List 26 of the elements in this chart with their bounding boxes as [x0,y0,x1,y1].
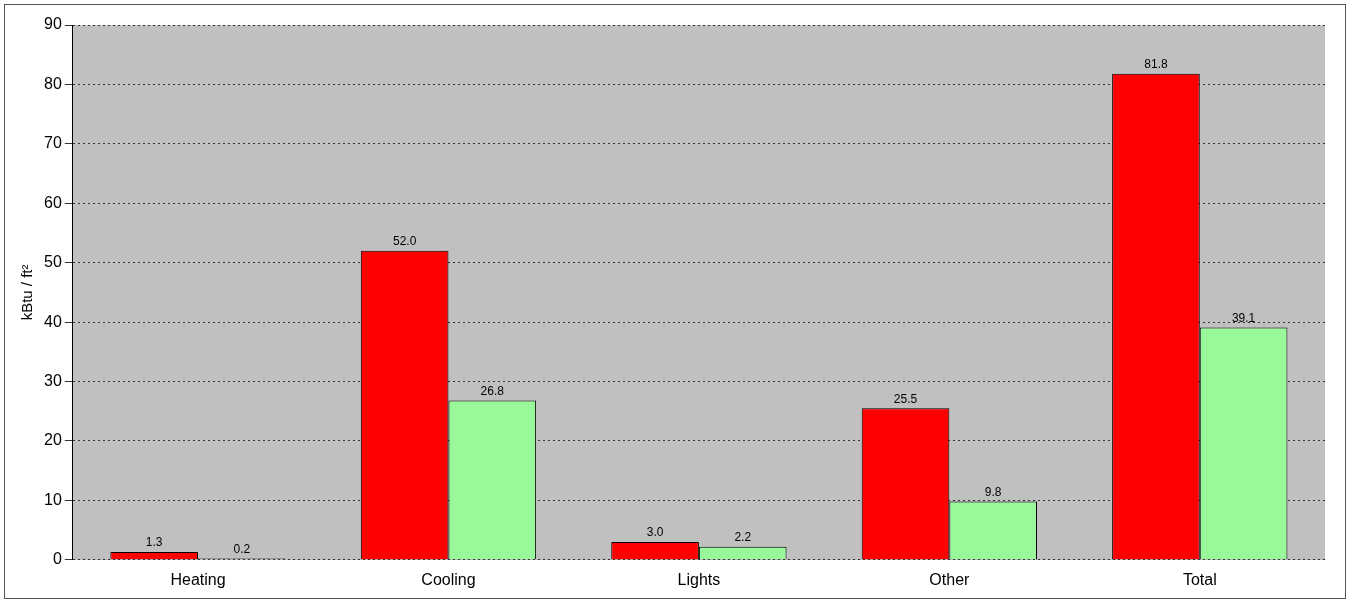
data-label: 0.2 [233,541,251,556]
data-label: 2.2 [734,530,752,545]
x-tick-label: Lights [677,570,721,588]
x-tick-label: Total [1182,570,1217,588]
y-tick-label: 20 [44,431,62,449]
y-tick-label: 80 [44,74,62,92]
y-tick-label: 40 [44,312,62,330]
data-label: 81.8 [1144,57,1168,72]
y-axis-title: kBtu / ft² [18,264,36,321]
data-label: 26.8 [480,383,505,398]
y-tick-label: 50 [44,253,62,271]
y-tick-label: 0 [52,550,62,568]
data-label: 25.5 [893,391,918,406]
data-label: 52.0 [392,234,417,249]
data-label: 1.3 [145,535,163,550]
data-label: 3.0 [646,525,664,540]
y-tick-label: 90 [44,15,62,33]
y-tick-label: 70 [44,134,62,152]
y-tick-label: 30 [44,371,62,389]
y-tick-label: 60 [44,193,62,211]
x-tick-label: Cooling [421,570,476,588]
y-tick-label: 10 [44,490,62,508]
x-tick-label: Other [929,570,971,588]
data-label: 39.1 [1231,310,1256,325]
data-label: 9.8 [984,484,1002,499]
x-tick-label: Heating [170,570,226,588]
